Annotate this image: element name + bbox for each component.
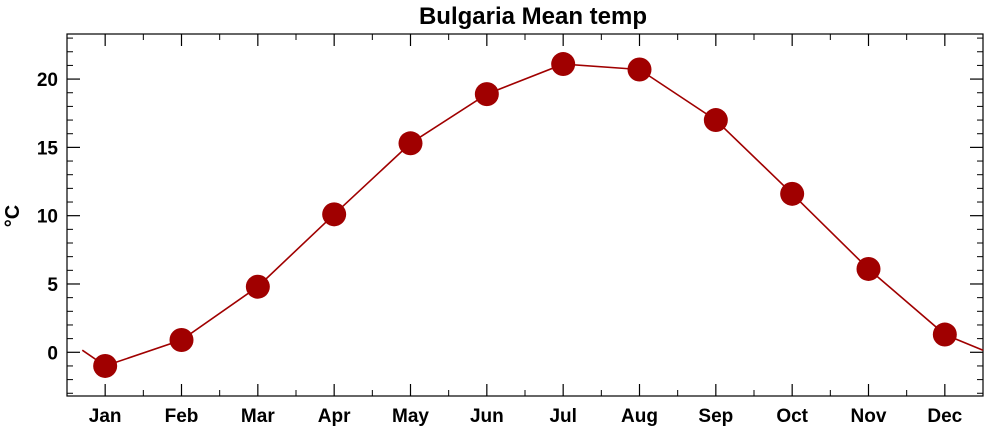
data-point-dec xyxy=(932,322,957,347)
y-tick-label: 20 xyxy=(37,70,58,91)
y-tick-label: 10 xyxy=(37,207,58,228)
y-axis-label: °C xyxy=(2,205,24,227)
data-point-sep xyxy=(703,108,728,133)
series-group xyxy=(81,52,984,378)
plot-frame xyxy=(66,33,984,397)
data-point-may xyxy=(398,131,423,156)
series-line xyxy=(81,63,984,367)
x-tick-labels: Jan Feb Mar Apr May Jun Jul Aug Sep Oct Nov Dec xyxy=(89,406,963,427)
data-point-jan xyxy=(93,353,118,378)
x-tick-label: Feb xyxy=(165,406,199,427)
chart-title: Bulgaria Mean temp xyxy=(419,3,647,30)
data-point-aug xyxy=(627,57,652,82)
data-point-feb xyxy=(169,327,194,352)
data-point-apr xyxy=(322,202,347,227)
x-tick-label: Sep xyxy=(698,406,733,427)
x-tick-label: Jul xyxy=(549,406,576,427)
y-tick-label: 15 xyxy=(37,138,59,159)
x-tick-label: Jan xyxy=(89,406,122,427)
x-tick-label: Aug xyxy=(621,406,658,427)
x-tick-label: Dec xyxy=(927,406,962,427)
x-tick-label: Jun xyxy=(470,406,504,427)
y-tick-labels: 0 5 10 15 20 xyxy=(37,70,59,364)
data-point-mar xyxy=(245,274,270,299)
x-tick-label: Nov xyxy=(851,406,887,427)
x-tick-label: Apr xyxy=(318,406,351,427)
axis-ticks xyxy=(66,34,983,396)
x-tick-label: Mar xyxy=(241,406,275,427)
x-tick-label: May xyxy=(392,406,429,427)
y-tick-label: 5 xyxy=(47,275,58,296)
data-point-oct xyxy=(780,181,805,206)
y-tick-label: 0 xyxy=(47,343,58,364)
data-point-jun xyxy=(474,82,499,107)
data-point-nov xyxy=(856,256,881,281)
x-tick-label: Oct xyxy=(776,406,808,427)
data-point-jul xyxy=(551,52,576,77)
